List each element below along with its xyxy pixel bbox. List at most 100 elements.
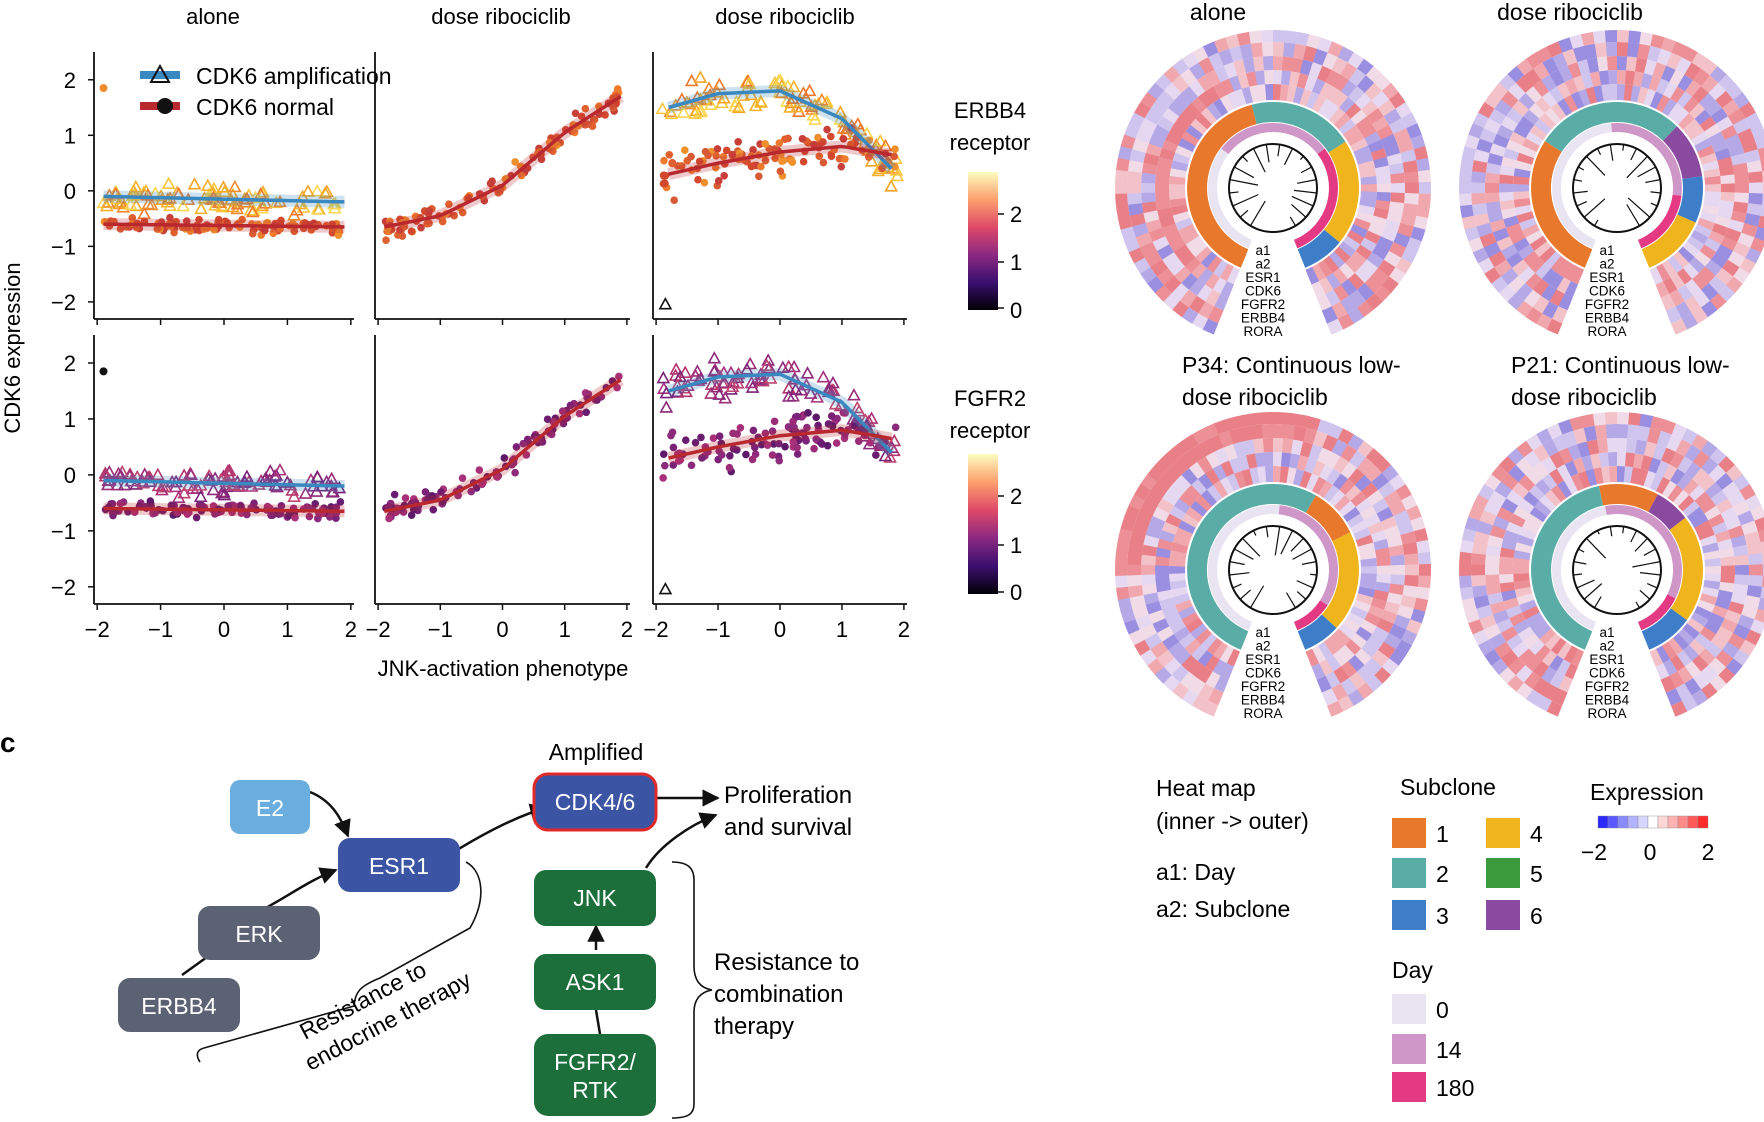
expression-cell (1169, 197, 1187, 208)
day-ring-segment (1294, 600, 1328, 631)
point-normal (770, 417, 779, 426)
dendrogram-branch (1252, 530, 1257, 536)
expression-cell (1169, 579, 1187, 590)
fit-line (668, 144, 892, 176)
expression-cell (1684, 279, 1702, 297)
dendrogram-branch (1232, 194, 1259, 207)
expression-cell (1704, 184, 1721, 193)
point-normal (823, 441, 832, 450)
expression-cell (1140, 182, 1156, 193)
expression-cell (1524, 654, 1542, 672)
expression-cell (1340, 80, 1358, 98)
expression-cell (1525, 229, 1544, 245)
expression-cell (1524, 272, 1542, 290)
expression-cell (1299, 88, 1313, 107)
expression-cell (1483, 117, 1502, 134)
point-amplification (800, 366, 815, 379)
expression-cell (1279, 84, 1290, 102)
expression-cell (1150, 480, 1169, 499)
expression-cell (1281, 70, 1292, 86)
expression-cell (1115, 551, 1129, 565)
expression-colorbar-cell (1697, 815, 1709, 829)
point-normal (407, 511, 416, 520)
expression-cell (1515, 74, 1534, 93)
expression-cell (1563, 476, 1579, 495)
expression-cell (1705, 482, 1723, 499)
expression-cell (1152, 506, 1170, 522)
expression-cell (1521, 223, 1540, 238)
dendrogram-branch (1645, 179, 1661, 184)
dendrogram-branch (1289, 216, 1297, 227)
expression-cell (1684, 677, 1702, 696)
expression-cell (1184, 102, 1202, 119)
y-tick-label: −2 (51, 290, 76, 315)
expression-cell (1485, 544, 1502, 557)
y-tick-label: 0 (64, 463, 76, 488)
expression-cell (1388, 583, 1405, 596)
expression-cell (1499, 573, 1514, 584)
expression-cell (1737, 128, 1755, 144)
point-normal (697, 433, 705, 442)
subclone-label-5: 5 (1530, 861, 1543, 887)
expression-cell (1577, 441, 1591, 458)
expression-cell (1699, 211, 1718, 224)
point-amplification (816, 370, 831, 383)
expression-cell (1150, 641, 1168, 659)
track-label: ESR1 (1589, 652, 1624, 667)
expression-cell (1124, 504, 1141, 521)
expression-cell (1668, 671, 1685, 689)
expression-cell (1404, 575, 1419, 588)
expression-cell (1499, 564, 1514, 575)
point-amplification (736, 88, 751, 101)
expression-cell (1174, 92, 1192, 110)
expression-cell (1698, 266, 1716, 284)
expression-cell (1350, 251, 1367, 267)
column-title-2: dose ribociclib (431, 4, 570, 29)
expression-cell (1273, 29, 1286, 43)
point-normal (798, 135, 807, 143)
expression-cell (1397, 138, 1414, 154)
expression-cell (1197, 473, 1214, 490)
expression-cell (1169, 505, 1186, 521)
expression-cell (1144, 490, 1163, 507)
expression-cell (1655, 663, 1670, 680)
expression-cell (1708, 657, 1727, 676)
expression-cell (1533, 461, 1550, 479)
expression-cell (1129, 212, 1146, 227)
expression-cell (1683, 96, 1700, 114)
node-erk-label: ERK (235, 921, 283, 947)
expression-cell (1156, 649, 1175, 668)
panel-c-label: c (0, 727, 16, 758)
expression-cell (1617, 29, 1630, 43)
expression-cell (1677, 628, 1695, 646)
expression-cell (1732, 583, 1749, 596)
expression-cell (1242, 57, 1256, 74)
expression-cell (1684, 444, 1702, 463)
expression-cell (1507, 657, 1526, 676)
expression-cell (1162, 489, 1180, 506)
track-label: ERBB4 (1585, 311, 1630, 326)
expression-cell (1492, 133, 1510, 149)
point-amplification (245, 204, 260, 218)
expression-cell (1682, 262, 1699, 280)
dendrogram-branch (1232, 583, 1242, 589)
expression-cell (1715, 244, 1733, 261)
expression-cell (1564, 460, 1579, 477)
expression-cell (1461, 215, 1477, 230)
expression-cell (1322, 434, 1339, 452)
expression-cell (1557, 675, 1573, 693)
node-fgfr2 (534, 1034, 656, 1116)
dendrogram-branch (1576, 200, 1588, 207)
expression-cell (1665, 688, 1682, 706)
expression-cell (1338, 500, 1356, 517)
expression-cell (1171, 664, 1189, 683)
expression-cell (1471, 584, 1488, 598)
expression-cell (1682, 644, 1699, 662)
expression-cell (1413, 597, 1429, 613)
expression-cell (1273, 452, 1283, 467)
point-amplification (869, 138, 884, 151)
amplified-label: Amplified (549, 739, 644, 765)
point-amplification (761, 353, 776, 366)
expression-cell (1213, 98, 1229, 116)
point-amplification (693, 70, 708, 83)
